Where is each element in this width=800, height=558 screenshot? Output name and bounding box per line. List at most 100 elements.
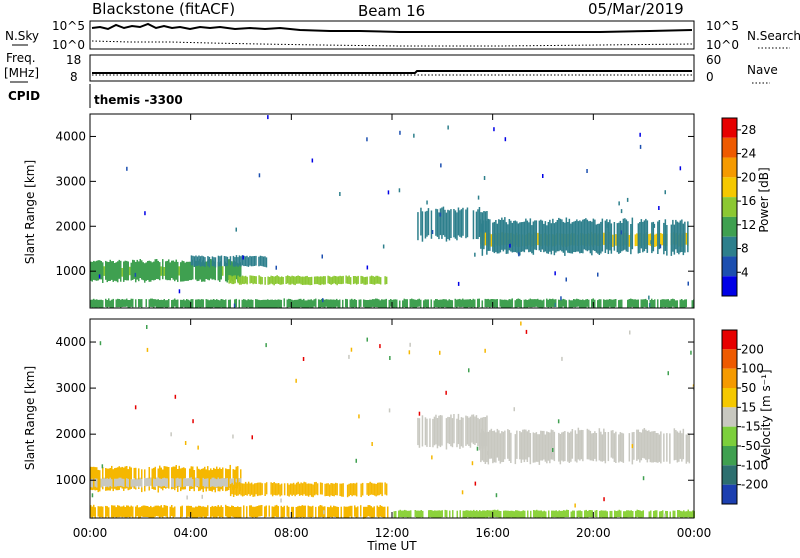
power-band-7-strip [450, 299, 452, 309]
power-band-2-strip [301, 276, 304, 285]
station-title: Blackstone (fitACF) [92, 0, 235, 18]
velocity-band-4-strip [592, 433, 595, 462]
power-band-1-strip [220, 261, 222, 280]
power-scatter-point [98, 274, 101, 279]
power-band-7-strip [672, 298, 674, 307]
velocity-band-4-strip [685, 434, 688, 464]
power-band-1-strip [166, 260, 168, 281]
power-scatter-point [542, 174, 544, 178]
velocity-scatter-point [323, 510, 325, 515]
power-band-1-strip [214, 261, 216, 281]
power-band-4-strip [453, 209, 455, 238]
power-scatter-point [134, 272, 137, 277]
power-band-6-strip [625, 219, 628, 252]
velocity-colorbar-tick-label: 200 [741, 342, 764, 356]
power-band-7-strip [630, 298, 632, 308]
power-band-7-strip [681, 299, 683, 308]
x-axis-label: Time UT [366, 539, 417, 553]
velocity-band-4-strip [535, 432, 538, 462]
power-band-1-strip [196, 260, 198, 282]
velocity-band-0-strip [234, 469, 236, 490]
power-band-7-strip [597, 300, 599, 308]
velocity-band-3-strip [426, 418, 428, 447]
power-band-7-strip [111, 299, 113, 309]
velocity-band-6-strip [618, 509, 620, 517]
velocity-scatter-point [690, 350, 692, 355]
power-band-4-strip [450, 209, 452, 238]
velocity-band-6-strip [629, 510, 631, 518]
power-band-7-strip [364, 299, 366, 309]
power-band-7-strip [390, 299, 392, 307]
velocity-scatter-point [513, 407, 515, 412]
velocity-band-5-strip [163, 505, 165, 517]
velocity-scatter-point [280, 498, 282, 503]
velocity-band-5-strip [196, 506, 198, 518]
velocity-band-6-strip [552, 510, 554, 518]
power-band-7-strip [525, 299, 527, 308]
velocity-band-2-strip [384, 482, 386, 495]
power-band-7-strip [225, 299, 227, 308]
power-band-0-strip [160, 266, 162, 276]
power-band-7-strip [418, 298, 420, 307]
power-band-7-strip [255, 299, 257, 308]
velocity-band-5-strip [148, 507, 150, 518]
velocity-band-4-strip [502, 431, 505, 462]
velocity-band-5-strip [292, 506, 294, 518]
power-band-7-strip [213, 299, 215, 308]
power-scatter-point [457, 281, 460, 286]
velocity-scatter-point [201, 494, 203, 499]
velocity-band-6-strip [483, 510, 485, 518]
velocity-band-2-strip [315, 481, 317, 495]
velocity-scatter-point [461, 490, 464, 495]
beam-label: Beam 16 [358, 2, 425, 20]
power-band-1-strip [148, 260, 150, 282]
power-band-1-strip [117, 261, 119, 283]
power-band-1-strip [123, 261, 125, 282]
power-band-7-strip [529, 298, 531, 308]
power-band-1-strip [205, 261, 207, 279]
velocity-band-4-strip [544, 434, 547, 462]
power-band-7-strip [576, 298, 578, 307]
power-band-2-strip [288, 276, 290, 285]
power-band-7-strip [676, 300, 678, 308]
power-band-3-strip [229, 256, 232, 266]
power-band-5-strip [685, 232, 688, 245]
noise-panel: N.Sky 10^5 10^0 10^5 10^0 N.Search [5, 19, 800, 52]
velocity-band-5-strip [249, 505, 251, 517]
power-band-1-strip [240, 262, 242, 283]
power-scatter-point [366, 137, 368, 142]
power-band-2-strip [336, 276, 338, 286]
power-scatter-point [586, 169, 588, 173]
x-tick-label: 16:00 [475, 526, 510, 540]
velocity-band-2-strip [229, 484, 232, 497]
power-band-7-strip [633, 299, 635, 308]
velocity-band-5-strip [250, 505, 252, 518]
velocity-band-6-strip [527, 510, 529, 518]
velocity-band-0-strip [102, 467, 104, 490]
velocity-band-5-strip [156, 505, 158, 516]
power-scatter-point [650, 240, 652, 245]
power-band-6-strip [483, 220, 485, 250]
velocity-band-5-strip [307, 505, 309, 518]
power-band-1-strip [238, 263, 240, 283]
velocity-band-5-strip [271, 506, 273, 519]
velocity-band-3-strip [447, 416, 449, 444]
power-band-7-strip [235, 298, 237, 308]
power-band-2-strip [241, 275, 244, 284]
power-band-2-strip [289, 276, 292, 285]
power-scatter-point [382, 244, 385, 249]
velocity-band-5-strip [255, 506, 257, 518]
power-band-7-strip [501, 299, 503, 308]
velocity-band-5-strip [207, 505, 209, 517]
power-band-7-strip [363, 299, 365, 307]
power-ylabel: Slant Range [km] [23, 160, 37, 264]
velocity-band-4-strip [561, 432, 563, 461]
power-band-6-strip [507, 224, 509, 254]
velocity-band-2-strip [286, 483, 289, 496]
power-band-7-strip [547, 299, 549, 309]
power-scatter-point [639, 132, 641, 137]
velocity-scatter-point [525, 329, 528, 334]
power-band-7-strip [444, 299, 446, 307]
velocity-band-4-strip [538, 434, 541, 465]
velocity-band-6-strip [542, 511, 544, 519]
